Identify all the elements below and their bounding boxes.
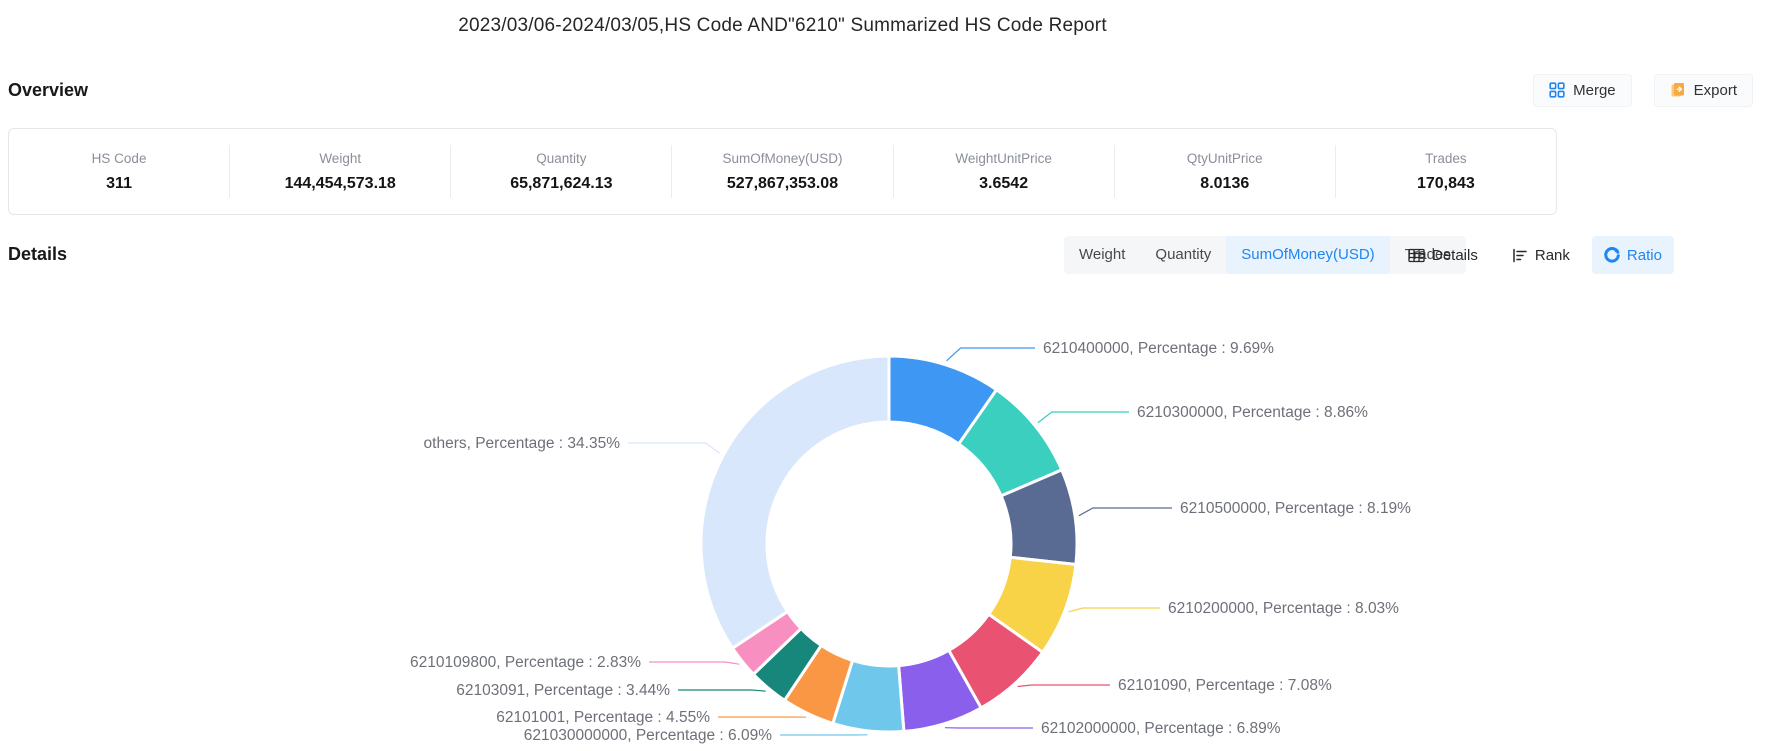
pie-label-line xyxy=(1037,411,1129,424)
table-icon xyxy=(1408,248,1425,263)
pie-slice-label: 62101090, Percentage : 7.08% xyxy=(1118,677,1332,694)
report-title: 2023/03/06-2024/03/05,HS Code AND"6210" … xyxy=(458,15,1107,36)
pie-slice-label: 6210200000, Percentage : 8.03% xyxy=(1168,600,1399,617)
pie-label-line xyxy=(946,347,1035,362)
stat-label: Trades xyxy=(1425,150,1467,166)
tab-quantity[interactable]: Quantity xyxy=(1140,236,1227,274)
overview-header: Overview Merge Export xyxy=(8,72,1753,108)
tab-sumofmoney-usd[interactable]: SumOfMoney(USD) xyxy=(1226,236,1390,274)
stat-value: 8.0136 xyxy=(1200,174,1250,192)
view-button-label: Ratio xyxy=(1626,246,1662,264)
overview-heading: Overview xyxy=(8,79,89,100)
pie-label-line xyxy=(1068,607,1160,613)
view-button-group: Details Rank Ratio xyxy=(1396,236,1674,274)
view-button-label: Rank xyxy=(1534,246,1570,264)
pie-slice-label: 6210109800, Percentage : 2.83% xyxy=(410,654,641,671)
header-actions: Merge Export xyxy=(1533,73,1753,107)
pie-label-line xyxy=(1017,684,1110,688)
merge-button-label: Merge xyxy=(1573,81,1616,99)
pie-slice-label: 621030000000, Percentage : 6.09% xyxy=(524,727,772,744)
rank-list-icon xyxy=(1512,248,1528,263)
pie-slice-label: 6210400000, Percentage : 9.69% xyxy=(1043,340,1274,357)
merge-grid-icon xyxy=(1549,82,1565,98)
stat-label: Quantity xyxy=(536,150,587,166)
export-button-label: Export xyxy=(1693,81,1737,99)
details-heading: Details xyxy=(8,244,68,264)
details-header: Details Weight Quantity SumOfMoney(USD) Tra… xyxy=(8,236,1774,276)
stat-value: 3.6542 xyxy=(979,174,1029,192)
pie-slice-label: 6210500000, Percentage : 8.19% xyxy=(1180,500,1411,517)
stat-quantity: Quantity 65,871,624.13 xyxy=(450,145,671,198)
stat-trades: Trades 170,843 xyxy=(1334,145,1556,198)
pie-slice-others[interactable] xyxy=(699,354,891,650)
stat-value: 65,871,624.13 xyxy=(510,174,613,192)
rank-view-button[interactable]: Rank xyxy=(1500,236,1582,274)
stat-sumofmoney-usd: SumOfMoney(USD) 527,867,353.08 xyxy=(671,145,892,198)
tab-weight[interactable]: Weight xyxy=(1064,236,1141,274)
export-button[interactable]: Export xyxy=(1653,73,1753,107)
pie-label-line xyxy=(649,661,740,665)
stat-value: 170,843 xyxy=(1416,174,1475,192)
pie-slice-label: 6210300000, Percentage : 8.86% xyxy=(1137,404,1368,421)
stat-weight: Weight 144,454,573.18 xyxy=(229,145,450,198)
stat-label: HS Code xyxy=(91,150,147,166)
stat-hs-code: HS Code 311 xyxy=(9,145,229,198)
ratio-circle-icon xyxy=(1604,247,1620,263)
pie-label-line xyxy=(628,442,721,454)
export-file-icon xyxy=(1670,82,1686,98)
donut-chart: 6210400000, Percentage : 9.69% 6210300000… xyxy=(0,280,1570,751)
stat-value: 311 xyxy=(106,174,132,192)
pie-label-line xyxy=(678,689,766,692)
metric-tab-group: Weight Quantity SumOfMoney(USD) Trades xyxy=(1064,236,1466,274)
pie-slice-label: 62102000000, Percentage : 6.89% xyxy=(1041,720,1281,737)
tab-trades[interactable]: Trades xyxy=(1389,236,1466,274)
stat-label: SumOfMoney(USD) xyxy=(722,150,843,166)
stat-label: QtyUnitPrice xyxy=(1186,150,1263,166)
pie-slice-label: 62103091, Percentage : 3.44% xyxy=(456,682,670,699)
view-button-label: Details xyxy=(1432,246,1478,264)
details-view-button[interactable]: Details xyxy=(1396,236,1490,274)
stat-value: 527,867,353.08 xyxy=(726,174,839,192)
pie-label-line xyxy=(1078,507,1172,517)
merge-button[interactable]: Merge xyxy=(1533,73,1632,107)
stat-label: WeightUnitPrice xyxy=(955,150,1052,166)
ratio-view-button[interactable]: Ratio xyxy=(1591,236,1674,274)
pie-slice-label: 62101001, Percentage : 4.55% xyxy=(496,709,710,726)
stat-weightunitprice: WeightUnitPrice 3.6542 xyxy=(892,145,1114,198)
pie-slice-label: others, Percentage : 34.35% xyxy=(424,435,621,452)
stat-value: 144,454,573.18 xyxy=(284,174,396,192)
overview-stats-bar: HS Code 311 Weight 144,454,573.18 Quantity 65… xyxy=(8,128,1557,215)
stat-label: Weight xyxy=(319,150,362,166)
stat-qtyunitprice: QtyUnitPrice 8.0136 xyxy=(1113,145,1335,198)
